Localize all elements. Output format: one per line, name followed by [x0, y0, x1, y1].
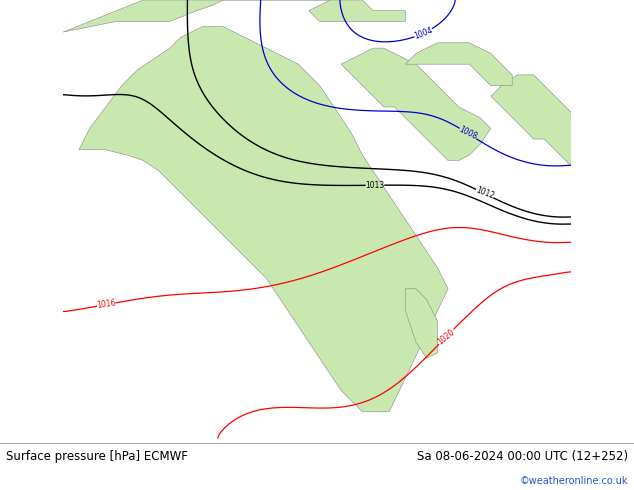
Polygon shape: [405, 289, 437, 358]
Polygon shape: [79, 27, 448, 412]
Text: 1020: 1020: [436, 327, 456, 346]
Text: 1013: 1013: [365, 181, 385, 190]
Polygon shape: [63, 0, 363, 32]
Text: 1004: 1004: [413, 25, 434, 41]
Polygon shape: [491, 75, 609, 171]
Polygon shape: [309, 0, 405, 22]
Text: 1016: 1016: [96, 299, 117, 310]
Text: 1012: 1012: [474, 186, 495, 201]
Text: Sa 08-06-2024 00:00 UTC (12+252): Sa 08-06-2024 00:00 UTC (12+252): [417, 450, 628, 463]
Text: ©weatheronline.co.uk: ©weatheronline.co.uk: [519, 476, 628, 486]
Text: 1008: 1008: [457, 125, 479, 142]
Text: Surface pressure [hPa] ECMWF: Surface pressure [hPa] ECMWF: [6, 450, 188, 463]
Polygon shape: [341, 48, 491, 160]
Polygon shape: [405, 43, 512, 86]
